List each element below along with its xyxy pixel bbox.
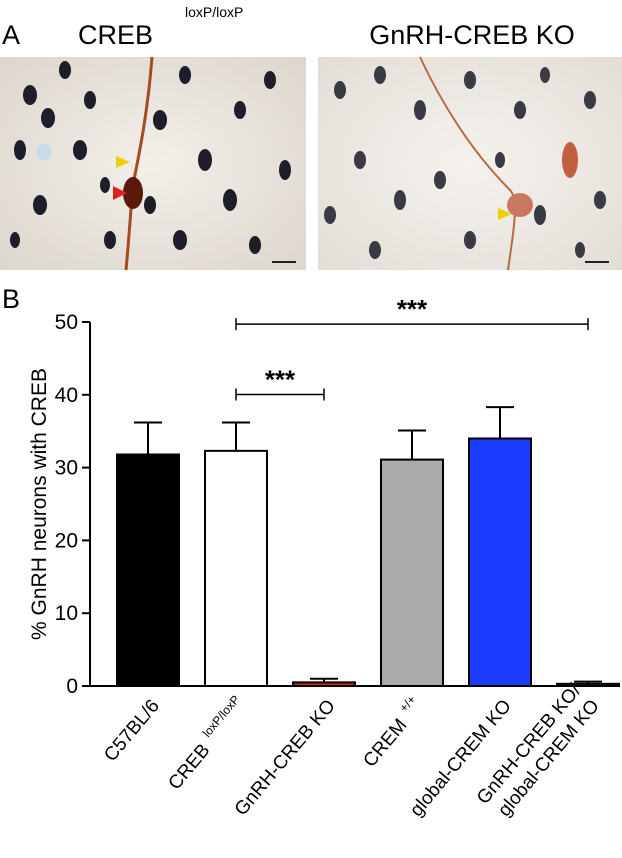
y-tick-label: 20 [55,529,78,552]
y-tick-label: 50 [55,311,78,334]
bar [292,681,356,687]
panel-label: A [2,20,20,50]
micrograph-left [0,56,306,271]
y-tick-label: 30 [55,457,78,480]
bar [468,437,532,688]
significance-label: *** [265,364,296,394]
panel-label: B [2,284,20,314]
micrograph-right [318,56,622,271]
x-tick-label: C57BL/6 [100,696,164,766]
x-tick-label: CREM+/+ [356,693,428,772]
y-tick-label: 40 [55,384,78,407]
y-tick-label: 10 [55,602,78,625]
bar [116,453,180,687]
x-tick-label-text: C57BL/6 [100,696,164,766]
x-tick-label-group: C57BL/6 [100,696,164,766]
x-tick-label-text: GnRH-CREB KO [231,696,340,820]
x-tick-label-text: CREM [359,715,411,771]
x-tick-label-superscript: +/+ [397,693,419,715]
bar [204,449,268,687]
y-tick-label: 0 [66,675,78,698]
x-tick-label-text: CREB [165,740,215,794]
image-title-superscript: loxP/loxP [185,4,243,20]
x-tick-label-group: CREM+/+ [356,693,428,772]
x-tick-label: CREBloxP/loxP [161,693,252,795]
bar [556,682,620,687]
x-tick-label-group: GnRH-CREB KO [231,696,340,820]
image-title: CREB [78,20,153,50]
x-tick-label-superscript: loxP/loxP [200,693,243,740]
x-tick-label-group: CREBloxP/loxP [161,693,252,795]
y-axis-label: % GnRH neurons with CREB [28,368,51,640]
bar [380,458,444,688]
x-tick-label-group: GnRH-CREB KO/global-CREM KO [473,680,604,821]
significance-label: *** [397,294,428,324]
image-title: GnRH-CREB KO [369,20,575,50]
x-tick-label: GnRH-CREB KO [231,696,340,820]
